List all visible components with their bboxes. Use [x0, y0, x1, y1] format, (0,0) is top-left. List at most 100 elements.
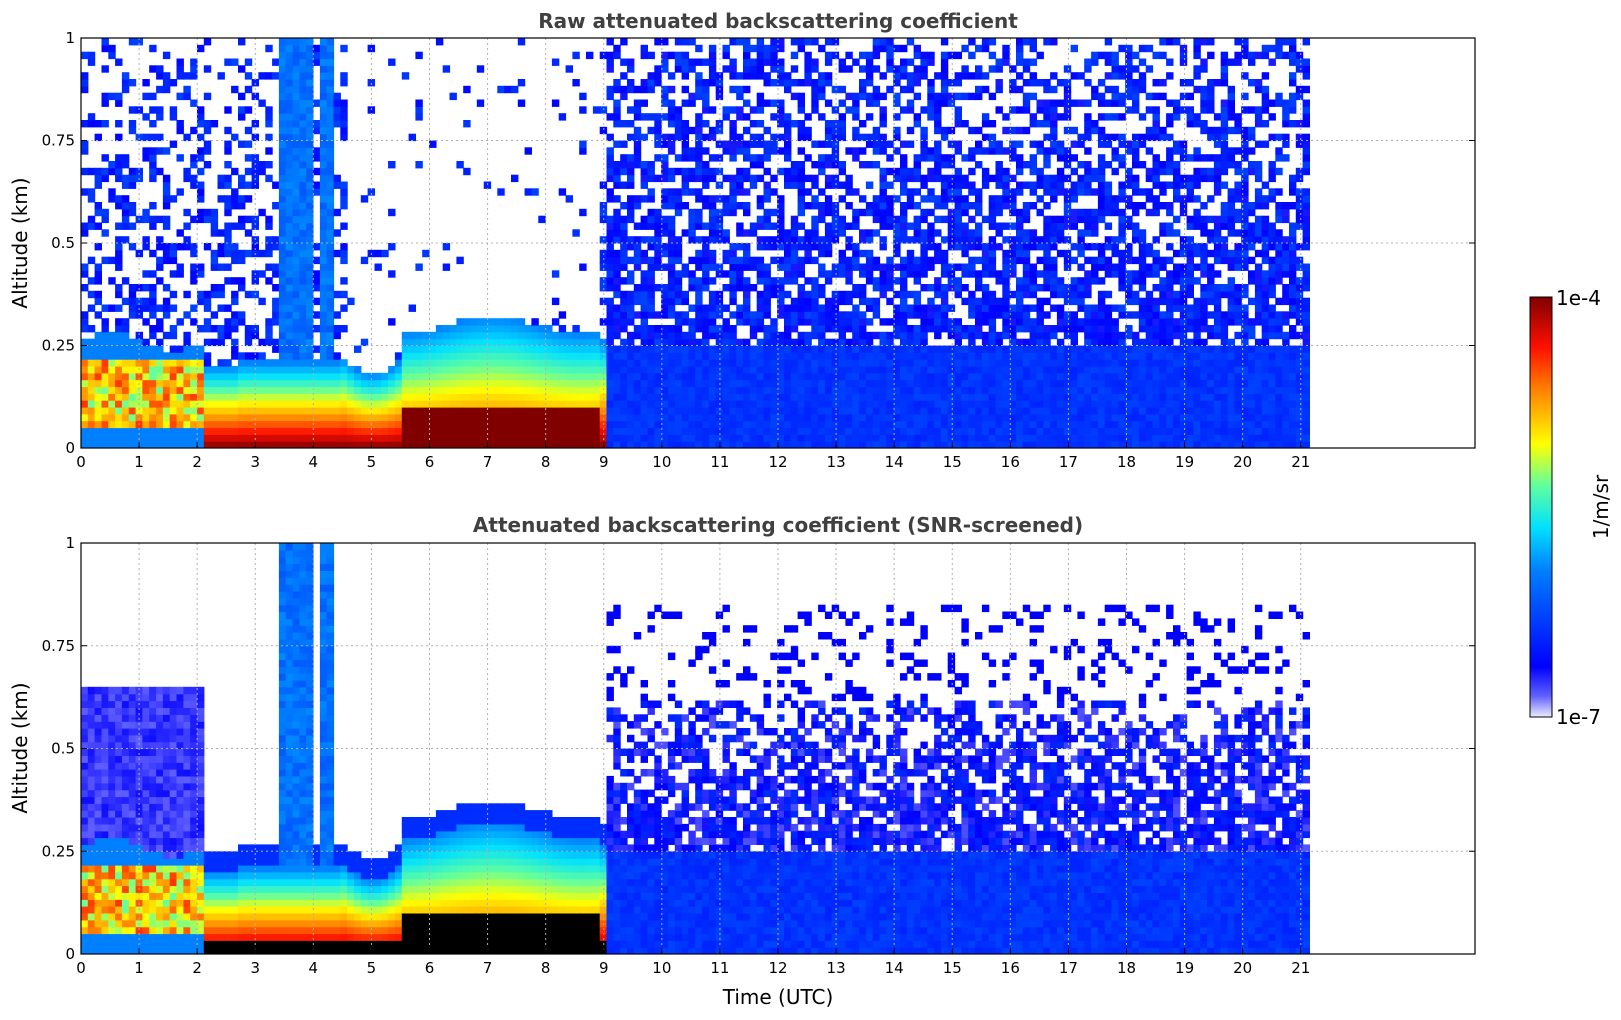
heatmap-cell — [176, 92, 184, 101]
heatmap-cell — [872, 372, 881, 381]
heatmap-cell — [162, 331, 171, 340]
heatmap-cell — [1056, 413, 1065, 422]
heatmap-cell — [613, 181, 621, 189]
heatmap-cell — [886, 345, 894, 353]
heatmap-cell — [872, 400, 881, 408]
heatmap-cell — [449, 407, 457, 415]
heatmap-cell — [681, 318, 689, 326]
heatmap-cell — [340, 400, 348, 408]
heatmap-cell — [784, 413, 792, 422]
heatmap-cell — [490, 331, 498, 340]
heatmap-cell — [169, 304, 178, 312]
heatmap-cell — [804, 65, 812, 73]
heatmap-cell — [988, 290, 997, 299]
heatmap-cell — [272, 345, 280, 353]
heatmap-cell — [1009, 270, 1017, 278]
heatmap-cell — [1029, 413, 1037, 422]
heatmap-cell — [661, 407, 669, 415]
heatmap-cell — [81, 270, 89, 278]
heatmap-cell — [811, 331, 819, 340]
heatmap-cell — [613, 256, 621, 265]
heatmap-cell — [1036, 318, 1044, 326]
heatmap-cell — [913, 188, 921, 196]
heatmap-cell — [354, 366, 362, 374]
heatmap-cell — [661, 372, 669, 381]
heatmap-cell — [319, 65, 328, 73]
heatmap-cell — [920, 243, 928, 251]
heatmap-cell — [797, 393, 805, 401]
heatmap-cell — [265, 331, 273, 340]
heatmap-cell — [920, 311, 928, 319]
heatmap-cell — [190, 58, 198, 66]
heatmap-cell — [401, 345, 410, 353]
heatmap-cell — [517, 400, 526, 408]
heatmap-cell — [777, 38, 785, 46]
heatmap-cell — [101, 386, 109, 394]
heatmap-cell — [920, 208, 928, 217]
heatmap-cell — [695, 325, 703, 333]
heatmap-cell — [538, 215, 546, 224]
heatmap-cell — [831, 154, 840, 162]
heatmap-cell — [142, 133, 150, 142]
heatmap-cell — [667, 386, 676, 394]
heatmap-cell — [238, 366, 246, 374]
heatmap-cell — [524, 188, 532, 196]
heatmap-cell — [886, 154, 894, 162]
heatmap-cell — [722, 441, 730, 448]
heatmap-cell — [108, 304, 116, 312]
heatmap-cell — [169, 331, 178, 340]
heatmap-cell — [435, 325, 444, 333]
heatmap-cell — [715, 167, 724, 176]
heatmap-cell — [278, 229, 287, 237]
heatmap-cell — [606, 38, 614, 46]
heatmap-cell — [743, 229, 751, 237]
heatmap-cell — [900, 413, 908, 422]
heatmap-cell — [476, 386, 485, 394]
heatmap-cell — [1016, 161, 1024, 169]
heatmap-cell — [1050, 420, 1058, 429]
heatmap-cell — [313, 325, 321, 333]
heatmap-cell — [749, 120, 758, 128]
heatmap-cell — [968, 311, 976, 319]
heatmap-cell — [702, 147, 710, 155]
heatmap-cell — [142, 372, 150, 381]
heatmap-cell — [818, 243, 826, 251]
heatmap-cell — [947, 140, 956, 148]
heatmap-cell — [1022, 263, 1031, 271]
heatmap-cell — [811, 393, 819, 401]
heatmap-cell — [988, 147, 997, 155]
heatmap-cell — [197, 400, 205, 408]
heatmap-cell — [790, 120, 799, 128]
heatmap-cell — [852, 420, 860, 429]
heatmap-cell — [524, 352, 532, 360]
heatmap-cell — [654, 126, 662, 135]
heatmap-cell — [654, 413, 662, 422]
heatmap-cell — [749, 256, 758, 265]
heatmap-cell — [224, 249, 232, 258]
heatmap-cell — [763, 140, 771, 148]
heatmap-cell — [217, 379, 225, 388]
heatmap-cell — [729, 126, 737, 135]
heatmap-cell — [715, 420, 724, 429]
heatmap-cell — [1050, 38, 1058, 46]
heatmap-cell — [538, 393, 546, 401]
heatmap-cell — [1056, 325, 1065, 333]
heatmap-cell — [442, 372, 451, 381]
heatmap-cell — [162, 284, 171, 292]
heatmap-cell — [654, 359, 662, 367]
heatmap-cell — [790, 65, 799, 73]
heatmap-cell — [920, 318, 928, 326]
heatmap-cell — [667, 174, 676, 183]
heatmap-cell — [702, 427, 710, 435]
heatmap-cell — [1036, 243, 1044, 251]
heatmap-cell — [838, 366, 846, 374]
heatmap-cell — [231, 420, 239, 429]
heatmap-cell — [988, 263, 997, 271]
heatmap-cell — [606, 277, 614, 285]
heatmap-cell — [292, 427, 300, 435]
heatmap-cell — [859, 434, 867, 442]
heatmap-cell — [81, 372, 89, 381]
heatmap-cell — [838, 133, 846, 142]
heatmap-cell — [415, 420, 423, 429]
heatmap-cell — [176, 154, 184, 162]
